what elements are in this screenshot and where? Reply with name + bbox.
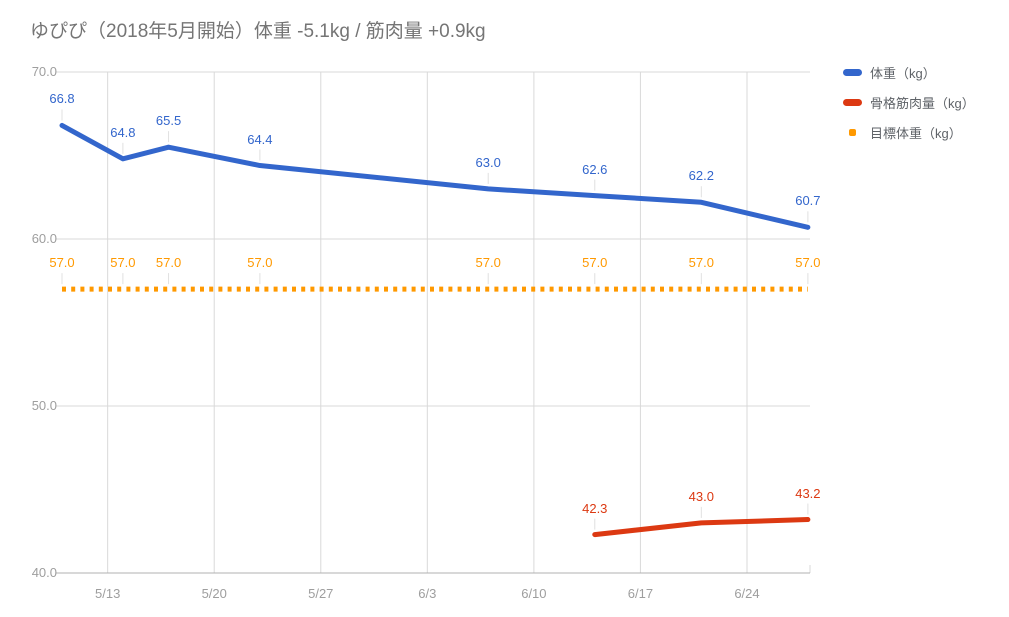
legend-label-muscle: 骨格筋肉量（kg）: [870, 95, 975, 111]
legend-item-weight: 体重（kg）: [843, 64, 975, 81]
data-point-label: 42.3: [582, 500, 608, 516]
data-point-label: 57.0: [110, 255, 136, 271]
data-point-label: 64.4: [247, 131, 273, 147]
legend: 体重（kg） 骨格筋肉量（kg） 目標体重（kg）: [843, 64, 975, 154]
data-point-label: 64.8: [110, 124, 136, 140]
data-point-label: 57.0: [155, 255, 182, 271]
legend-label-weight: 体重（kg）: [870, 65, 936, 81]
data-point-label: 57.0: [49, 255, 75, 271]
x-axis-tick-label: 5/13: [95, 586, 121, 601]
y-axis-tick-label: 70.0: [31, 64, 57, 79]
legend-item-muscle: 骨格筋肉量（kg）: [843, 94, 975, 111]
data-point-label: 62.2: [688, 168, 714, 184]
data-point-label: 62.6: [582, 161, 608, 177]
legend-swatch-muscle-icon: [843, 94, 862, 110]
x-axis-tick-label: 5/20: [201, 586, 227, 601]
series-line-weight: [59, 122, 811, 230]
data-point-label: 65.5: [155, 113, 182, 129]
x-axis-tick-label: 6/10: [521, 586, 547, 601]
data-point-label: 66.8: [49, 91, 75, 107]
data-point-label: 43.0: [688, 488, 714, 504]
y-axis-tick-label: 40.0: [31, 565, 57, 580]
data-point-label: 60.7: [795, 193, 821, 209]
data-point-label: 57.0: [475, 255, 501, 271]
chart-title: ゆぴぴ（2018年5月開始）体重 -5.1kg / 筋肉量 +0.9kg: [30, 21, 486, 42]
x-axis-tick-label: 5/27: [308, 586, 334, 601]
x-axis-tick-label: 6/17: [627, 586, 654, 601]
data-point-label: 57.0: [582, 255, 608, 271]
legend-swatch-target-icon: [843, 124, 862, 140]
data-point-label: 57.0: [688, 255, 714, 271]
data-point-label: 43.2: [795, 485, 821, 501]
data-point-label: 57.0: [247, 255, 273, 271]
data-point-label: 63.0: [475, 154, 501, 170]
legend-item-target: 目標体重（kg）: [843, 124, 975, 141]
y-axis-tick-label: 50.0: [31, 398, 57, 413]
data-point-label: 57.0: [795, 255, 821, 271]
series-line-muscle: [592, 517, 811, 538]
legend-swatch-weight-icon: [843, 64, 862, 80]
x-axis-tick-label: 6/3: [418, 586, 437, 601]
x-axis-tick-label: 6/24: [734, 586, 760, 601]
legend-label-target: 目標体重（kg）: [870, 125, 962, 141]
y-axis-tick-label: 60.0: [31, 231, 57, 246]
